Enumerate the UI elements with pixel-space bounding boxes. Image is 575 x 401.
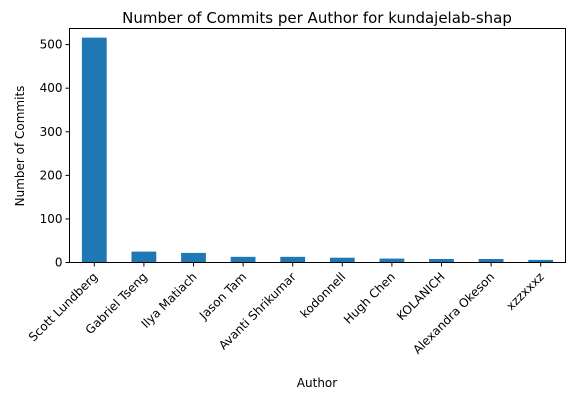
y-tick-label: 400 xyxy=(40,81,63,95)
x-tick-label: kodonnell xyxy=(297,270,348,321)
y-tick-label: 500 xyxy=(40,38,63,52)
y-tick-label: 300 xyxy=(40,125,63,139)
chart-title: Number of Commits per Author for kundaje… xyxy=(122,9,512,27)
x-tick-label: KOLANICH xyxy=(394,270,448,324)
y-tick-label: 0 xyxy=(55,256,63,270)
bar xyxy=(181,252,206,263)
bar xyxy=(280,256,306,263)
bar xyxy=(429,259,454,263)
y-axis-ticks: 0 100 200 300 400 500 xyxy=(40,38,70,270)
y-axis-label: Number of Commits xyxy=(13,86,27,207)
y-tick-label: 100 xyxy=(40,212,63,226)
y-tick-label: 200 xyxy=(40,168,63,182)
bar xyxy=(528,259,554,263)
x-axis-label: Author xyxy=(297,376,337,390)
bar xyxy=(131,251,157,263)
x-tick-label: Alexandra Okeson xyxy=(410,270,497,357)
x-tick-label: Jason Tam xyxy=(196,270,249,323)
bar xyxy=(379,258,405,263)
x-tick-label: xzzxxxz xyxy=(503,270,546,313)
bar xyxy=(478,259,504,263)
plot-frame xyxy=(69,28,566,263)
x-tick-label: Hugh Chen xyxy=(341,270,398,327)
bar xyxy=(81,37,107,263)
bar xyxy=(230,256,256,263)
bar xyxy=(329,257,355,263)
bars-group xyxy=(81,37,554,263)
